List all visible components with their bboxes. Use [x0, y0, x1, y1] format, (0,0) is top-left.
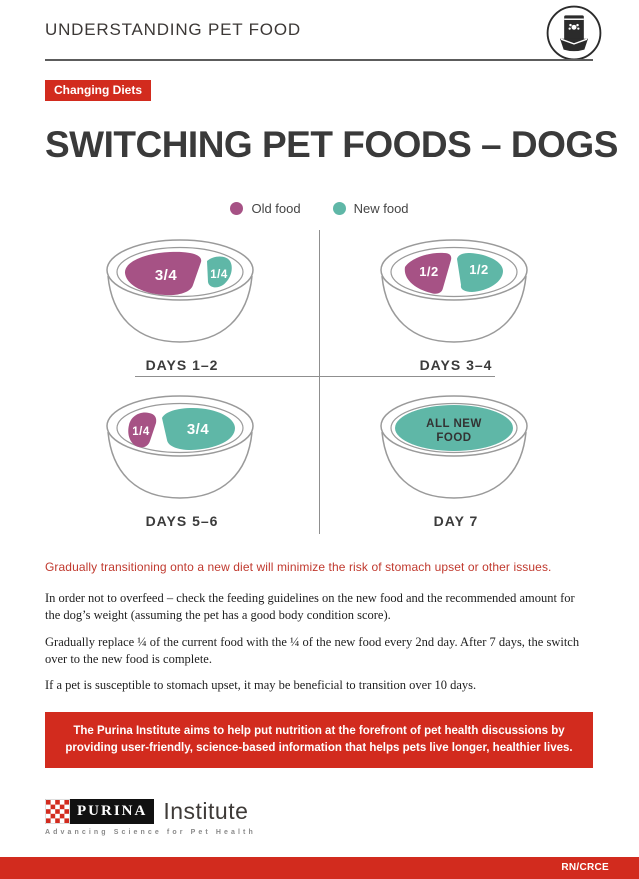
lead-sentence: Gradually transitioning onto a new diet … [45, 560, 552, 574]
portion-label: 1/2 [419, 264, 439, 279]
bowl-caption: DAYS 1–2 [145, 357, 219, 373]
legend-label-new: New food [353, 201, 409, 216]
legend-item-old-food: Old food [230, 201, 301, 216]
bowl-caption: DAY 7 [433, 513, 479, 529]
purina-institute-logo: PURINA Institute Advancing Science for P… [45, 798, 256, 836]
grid-divider-horizontal [135, 376, 495, 377]
new-food-portion [207, 256, 232, 288]
old-food-portion [404, 252, 452, 294]
legend-item-new-food: New food [332, 201, 409, 216]
new-food-portion [162, 408, 235, 450]
logo-tagline: Advancing Science for Pet Health [45, 829, 256, 836]
old-food-portion [128, 412, 157, 448]
footer-bar: RN/CRCE [0, 857, 639, 879]
portion-label: 1/4 [132, 426, 150, 438]
bowl-illustration-days-3-4: 1/2 1/2 [380, 239, 528, 343]
bowl-illustration-day-7: ALL NEW FOOD [380, 395, 528, 499]
portion-label-line-2: FOOD [436, 432, 471, 444]
document-header-title: UNDERSTANDING PET FOOD [45, 20, 301, 39]
bowl-panel-days-3-4: 1/2 1/2 DAYS 3–4 [319, 228, 593, 382]
new-food-dot-icon [332, 202, 346, 215]
callout-text: The Purina Institute aims to help put nu… [65, 724, 573, 754]
grid-divider-vertical [319, 230, 320, 534]
old-food-portion [124, 251, 202, 296]
portion-label: 1/4 [210, 269, 228, 281]
institute-wordmark: Institute [163, 798, 249, 824]
portion-label: 1/2 [469, 262, 489, 277]
new-food-portion [457, 253, 503, 292]
bowl-illustration-days-5-6: 1/4 3/4 [106, 395, 254, 499]
portion-label: 3/4 [155, 267, 178, 284]
paragraph-replace: Gradually replace ¼ of the current food … [45, 634, 580, 666]
bowl-grid: 3/4 1/4 DAYS 1–2 1/2 1/2 DAYS 3–4 [45, 228, 593, 536]
bowl-panel-days-5-6: 1/4 3/4 DAYS 5–6 [45, 384, 319, 538]
footer-code: RN/CRCE [561, 862, 609, 873]
paragraph-susceptible: If a pet is susceptible to stomach upset… [45, 678, 477, 692]
bowl-caption: DAYS 3–4 [419, 357, 493, 373]
purina-institute-callout: The Purina Institute aims to help put nu… [45, 712, 593, 768]
portion-label-line-1: ALL NEW [426, 418, 482, 430]
portion-label: 3/4 [187, 421, 210, 438]
paragraph-overfeed: In order not to overfeed – check the fee… [45, 591, 575, 623]
purina-wordmark: PURINA [70, 799, 155, 824]
bowl-panel-day-7: ALL NEW FOOD DAY 7 [319, 384, 593, 538]
bowl-illustration-days-1-2: 3/4 1/4 [106, 239, 254, 343]
legend: Old food New food [0, 201, 639, 216]
section-badge: Changing Diets [45, 80, 152, 101]
new-food-portion [395, 405, 513, 451]
pet-food-bag-and-bowl-icon [545, 4, 603, 67]
bowl-caption: DAYS 5–6 [145, 513, 219, 529]
bowl-panel-days-1-2: 3/4 1/4 DAYS 1–2 [45, 228, 319, 382]
purina-checkerboard-icon [45, 799, 70, 824]
legend-label-old: Old food [251, 201, 301, 216]
old-food-dot-icon [230, 202, 244, 215]
page-title: SWITCHING PET FOODS – DOGS [45, 124, 618, 165]
header-divider [45, 59, 593, 61]
body-text: In order not to overfeed – check the fee… [45, 590, 585, 703]
